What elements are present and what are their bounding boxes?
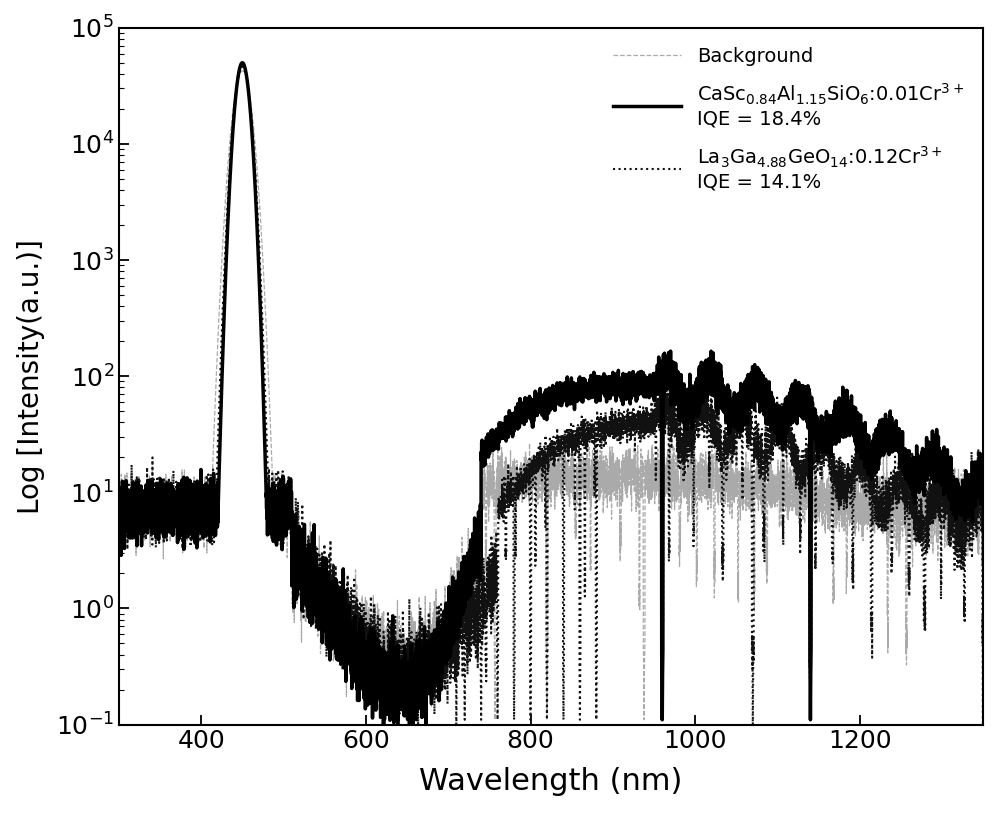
Background: [977, 715, 989, 724]
La$_3$Ga$_{4.88}$GeO$_{14}$:0.12Cr$^{3+}$
IQE = 14.1%: [800, 434, 812, 444]
La$_3$Ga$_{4.88}$GeO$_{14}$:0.12Cr$^{3+}$
IQE = 14.1%: [426, 636, 438, 646]
Background: [377, 720, 389, 729]
Background: [754, 496, 766, 506]
X-axis label: Wavelength (nm): Wavelength (nm): [419, 767, 683, 796]
La$_3$Ga$_{4.88}$GeO$_{14}$:0.12Cr$^{3+}$
IQE = 14.1%: [662, 416, 674, 426]
La$_3$Ga$_{4.88}$GeO$_{14}$:0.12Cr$^{3+}$
IQE = 14.1%: [754, 465, 766, 475]
CaSc$_{0.84}$Al$_{1.15}$SiO$_6$:0.01Cr$^{3+}$
IQE = 18.4%: [625, 376, 637, 386]
CaSc$_{0.84}$Al$_{1.15}$SiO$_6$:0.01Cr$^{3+}$
IQE = 18.4%: [113, 493, 125, 502]
Background: [236, 66, 248, 76]
CaSc$_{0.84}$Al$_{1.15}$SiO$_6$:0.01Cr$^{3+}$
IQE = 18.4%: [378, 720, 390, 729]
CaSc$_{0.84}$Al$_{1.15}$SiO$_6$:0.01Cr$^{3+}$
IQE = 18.4%: [800, 393, 812, 402]
CaSc$_{0.84}$Al$_{1.15}$SiO$_6$:0.01Cr$^{3+}$
IQE = 18.4%: [156, 502, 168, 511]
La$_3$Ga$_{4.88}$GeO$_{14}$:0.12Cr$^{3+}$
IQE = 14.1%: [113, 524, 125, 534]
La$_3$Ga$_{4.88}$GeO$_{14}$:0.12Cr$^{3+}$
IQE = 14.1%: [156, 528, 168, 538]
La$_3$Ga$_{4.88}$GeO$_{14}$:0.12Cr$^{3+}$
IQE = 14.1%: [236, 62, 248, 72]
Background: [426, 633, 438, 642]
CaSc$_{0.84}$Al$_{1.15}$SiO$_6$:0.01Cr$^{3+}$
IQE = 18.4%: [236, 58, 248, 67]
Line: La$_3$Ga$_{4.88}$GeO$_{14}$:0.12Cr$^{3+}$
IQE = 14.1%: La$_3$Ga$_{4.88}$GeO$_{14}$:0.12Cr$^{3+}…: [119, 67, 983, 724]
Background: [800, 483, 812, 493]
La$_3$Ga$_{4.88}$GeO$_{14}$:0.12Cr$^{3+}$
IQE = 14.1%: [977, 720, 989, 729]
Background: [113, 485, 125, 495]
Background: [625, 470, 637, 480]
La$_3$Ga$_{4.88}$GeO$_{14}$:0.12Cr$^{3+}$
IQE = 14.1%: [625, 415, 637, 425]
Background: [156, 502, 168, 512]
La$_3$Ga$_{4.88}$GeO$_{14}$:0.12Cr$^{3+}$
IQE = 14.1%: [376, 720, 388, 729]
Legend: Background, CaSc$_{0.84}$Al$_{1.15}$SiO$_6$:0.01Cr$^{3+}$
IQE = 18.4%, La$_3$Ga$: Background, CaSc$_{0.84}$Al$_{1.15}$SiO$…: [603, 37, 974, 202]
CaSc$_{0.84}$Al$_{1.15}$SiO$_6$:0.01Cr$^{3+}$
IQE = 18.4%: [426, 689, 438, 698]
CaSc$_{0.84}$Al$_{1.15}$SiO$_6$:0.01Cr$^{3+}$
IQE = 18.4%: [662, 382, 674, 392]
CaSc$_{0.84}$Al$_{1.15}$SiO$_6$:0.01Cr$^{3+}$
IQE = 18.4%: [977, 487, 989, 497]
Y-axis label: Log [Intensity(a.u.)]: Log [Intensity(a.u.)]: [17, 239, 45, 514]
CaSc$_{0.84}$Al$_{1.15}$SiO$_6$:0.01Cr$^{3+}$
IQE = 18.4%: [754, 383, 766, 393]
Background: [662, 464, 674, 474]
Line: Background: Background: [119, 71, 983, 724]
Line: CaSc$_{0.84}$Al$_{1.15}$SiO$_6$:0.01Cr$^{3+}$
IQE = 18.4%: CaSc$_{0.84}$Al$_{1.15}$SiO$_6$:0.01Cr$^…: [119, 63, 983, 724]
